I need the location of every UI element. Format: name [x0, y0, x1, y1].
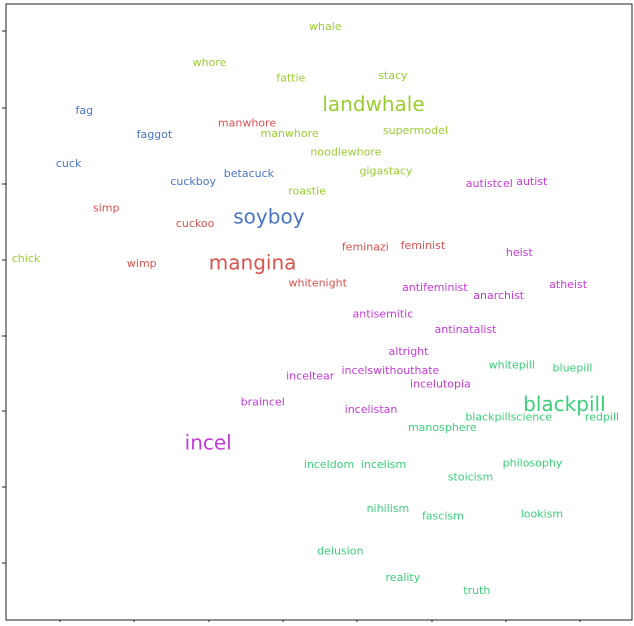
plot-border — [5, 3, 633, 621]
point-label-philosophy-48: philosophy — [503, 457, 563, 470]
point-label-simp-18: simp — [93, 202, 120, 215]
plot-frame — [5, 3, 633, 621]
point-label-supermodel-5: supermodel — [383, 124, 448, 137]
point-label-soyboy-16: soyboy — [233, 204, 304, 228]
point-label-feminazi-20: feminazi — [342, 240, 389, 253]
point-label-roastie-9: roastie — [288, 184, 326, 197]
point-label-cuckoo-19: cuckoo — [176, 217, 215, 230]
point-label-antisemitic-31: antisemitic — [353, 308, 414, 321]
point-label-anarchist-30: anarchist — [473, 289, 525, 302]
point-label-incelswithouthate-34: incelswithouthate — [342, 364, 440, 377]
point-label-manosphere-45: manosphere — [408, 421, 477, 434]
point-label-landwhale-4: landwhale — [322, 92, 424, 116]
point-label-whale-0: whale — [309, 20, 342, 33]
point-label-braincel-37: braincel — [241, 396, 285, 409]
point-label-incel-39: incel — [185, 430, 232, 454]
point-label-blackpill-42: blackpill — [523, 392, 605, 416]
point-label-incelutopia-36: incelutopia — [410, 378, 471, 391]
point-label-faggot-12: faggot — [137, 128, 173, 141]
point-label-whitepill-40: whitepill — [489, 359, 535, 372]
point-label-nihilism-50: nihilism — [367, 502, 410, 515]
point-label-antinatalist-32: antinatalist — [434, 323, 497, 336]
point-label-gigastacy-8: gigastacy — [359, 165, 413, 178]
point-label-manwhore-6: manwhore — [261, 127, 319, 140]
point-label-cuck-13: cuck — [56, 157, 82, 170]
point-label-whore-1: whore — [193, 56, 227, 69]
point-label-lookism-52: lookism — [521, 508, 563, 521]
point-label-inceltear-35: inceltear — [286, 370, 335, 383]
point-label-wimp-23: wimp — [127, 257, 157, 270]
point-label-whitenight-24: whitenight — [288, 277, 347, 290]
point-label-manwhore-17: manwhore — [218, 117, 276, 130]
point-label-heist-27: heist — [506, 246, 534, 259]
point-label-stoicism-49: stoicism — [448, 471, 493, 484]
point-label-incelistan-38: incelistan — [345, 403, 398, 416]
point-label-delusion-53: delusion — [317, 545, 363, 558]
point-label-incelism-47: incelism — [361, 458, 406, 471]
point-label-autist-26: autist — [516, 175, 548, 188]
point-label-feminist-21: feminist — [401, 239, 446, 252]
point-label-chick-10: chick — [12, 252, 41, 265]
point-label-mangina-22: mangina — [209, 251, 297, 275]
point-label-redpill-44: redpill — [585, 410, 619, 423]
point-label-inceldom-46: inceldom — [304, 458, 354, 471]
point-label-cuckboy-15: cuckboy — [170, 175, 216, 188]
point-label-truth-55: truth — [463, 584, 490, 597]
point-label-bluepill-41: bluepill — [553, 362, 593, 375]
point-label-fascism-51: fascism — [422, 510, 464, 523]
point-label-fag-11: fag — [75, 104, 93, 117]
point-label-altright-33: altright — [389, 345, 430, 358]
point-labels: whale whore stacy fattie landwhale supermodel… — [12, 20, 619, 597]
point-label-antifeminist-28: antifeminist — [402, 281, 468, 294]
point-label-betacuck-14: betacuck — [224, 167, 275, 180]
point-label-autistcel-25: autistcel — [466, 177, 513, 190]
point-label-noodlewhore-7: noodlewhore — [310, 146, 381, 159]
point-label-stacy-2: stacy — [378, 69, 408, 82]
point-label-atheist-29: atheist — [549, 278, 588, 291]
point-label-fattie-3: fattie — [276, 72, 305, 85]
point-label-reality-54: reality — [386, 571, 421, 584]
point-label-blackpillscience-43: blackpillscience — [465, 410, 552, 423]
